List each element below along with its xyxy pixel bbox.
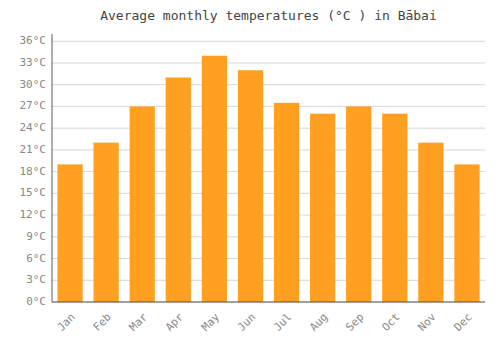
y-tick-label: 24°C: [20, 121, 47, 134]
x-tick-label: Nov: [415, 310, 439, 334]
bar: [346, 106, 371, 302]
x-tick-label: Jul: [271, 311, 294, 334]
y-tick-label: 33°C: [20, 56, 47, 69]
x-tick-label: Dec: [451, 311, 474, 334]
y-axis-line: [52, 34, 53, 302]
bar: [238, 70, 263, 302]
y-tick-label: 18°C: [20, 165, 47, 178]
x-tick-label: Aug: [307, 311, 330, 334]
x-tick-label: Jun: [235, 311, 258, 334]
y-tick-label: 0°C: [26, 295, 46, 308]
bar: [310, 114, 335, 302]
y-tick-label: 30°C: [20, 78, 47, 91]
bar: [382, 114, 407, 302]
x-tick-label: Mar: [127, 310, 151, 334]
x-tick-label: Feb: [91, 311, 114, 334]
chart-title: Average monthly temperatures (°C ) in Bā…: [100, 8, 437, 23]
bar: [57, 164, 82, 302]
x-tick-label: Apr: [163, 310, 187, 334]
y-tick-label: 15°C: [20, 186, 47, 199]
bar: [93, 143, 118, 302]
y-tick-label: 36°C: [20, 34, 47, 47]
x-tick-label: Oct: [379, 311, 402, 334]
y-tick-label: 21°C: [20, 143, 47, 156]
grid-line: [52, 106, 485, 107]
x-tick-label: Jan: [55, 311, 78, 334]
bar: [454, 164, 479, 302]
chart-svg: 0°C 3°C 6°C 9°C 12°C 15°C 18°C 21°C 24°C 27°C 30°C…: [0, 0, 500, 350]
page: {"chart_data": {"type": "bar", "title": …: [0, 0, 500, 350]
x-tick-label: Sep: [343, 311, 366, 334]
y-grid: [52, 41, 485, 302]
bar: [130, 106, 155, 302]
grid-line: [52, 128, 485, 129]
x-tick-labels: Jan Feb Mar Apr May Jun Jul Aug Sep Oct Nov Dec: [55, 310, 475, 334]
bar: [166, 77, 191, 302]
grid-line: [52, 41, 485, 42]
grid-line: [52, 302, 485, 303]
bar: [418, 143, 443, 302]
y-tick-label: 27°C: [20, 99, 47, 112]
y-tick-labels: 0°C 3°C 6°C 9°C 12°C 15°C 18°C 21°C 24°C 27°C 30°C…: [20, 34, 47, 308]
x-tick-label: May: [199, 310, 223, 334]
bar: [274, 103, 299, 302]
x-axis-line: [52, 302, 485, 303]
y-tick-label: 3°C: [26, 273, 46, 286]
grid-line: [52, 84, 485, 85]
y-tick-label: 9°C: [26, 230, 46, 243]
bar: [202, 56, 227, 302]
y-tick-label: 12°C: [20, 208, 47, 221]
y-tick-label: 6°C: [26, 252, 46, 265]
grid-line: [52, 62, 485, 63]
bars: [57, 56, 479, 302]
chart-container: 0°C 3°C 6°C 9°C 12°C 15°C 18°C 21°C 24°C 27°C 30°C…: [0, 0, 500, 350]
